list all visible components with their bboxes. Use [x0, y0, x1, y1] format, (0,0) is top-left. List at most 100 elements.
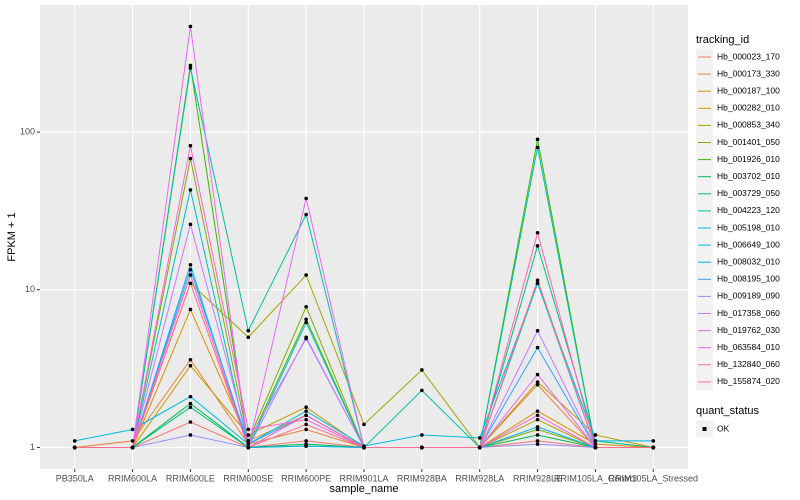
legend-point [702, 427, 707, 431]
legend-text: Hb_000282_010 [717, 103, 780, 113]
legend-text: Hb_000853_340 [717, 120, 780, 130]
x-tick-label: RRIM105LA_Stressed [609, 473, 699, 483]
data-point [188, 394, 193, 399]
data-point [188, 188, 193, 192]
data-point [304, 409, 308, 413]
data-point [188, 263, 193, 267]
data-point [188, 267, 193, 272]
data-point [477, 445, 482, 450]
data-point [188, 363, 193, 368]
legend-text: Hb_006649_100 [717, 239, 780, 249]
data-point [246, 335, 251, 340]
data-point [246, 442, 251, 446]
legend-text: Hb_063584_010 [717, 342, 780, 352]
x-tick-label: PB350LA [56, 473, 94, 483]
data-point [535, 244, 540, 248]
data-point [593, 445, 598, 450]
data-point [420, 433, 424, 437]
data-point [304, 422, 308, 427]
data-point [188, 433, 193, 437]
data-point [535, 425, 540, 429]
data-point [304, 427, 308, 432]
data-point [651, 439, 656, 443]
data-point [535, 442, 540, 446]
legend-text: Hb_132840_060 [717, 359, 780, 369]
legend-text: Hb_003702_010 [717, 171, 780, 181]
legend-text: OK [717, 423, 730, 433]
data-point [420, 368, 424, 372]
legend-text: Hb_000023_170 [717, 51, 780, 61]
data-point [304, 336, 308, 341]
data-point [246, 433, 251, 437]
legend-text: Hb_004223_120 [717, 205, 780, 215]
data-point [477, 436, 482, 440]
data-point [593, 433, 598, 437]
data-point [72, 439, 77, 443]
data-point [535, 278, 540, 283]
data-point [535, 413, 540, 418]
legend-text: Hb_009189_090 [717, 291, 780, 301]
data-point [188, 222, 193, 227]
data-point [130, 445, 135, 450]
data-point [535, 382, 540, 387]
data-point [188, 24, 193, 29]
data-point [188, 156, 193, 161]
data-point [593, 439, 598, 443]
data-point [535, 372, 540, 377]
data-point [304, 413, 308, 418]
data-point [535, 230, 540, 235]
data-point [304, 439, 308, 443]
legend-text: Hb_000173_330 [717, 68, 780, 78]
data-point [304, 196, 308, 201]
data-point [593, 442, 598, 446]
legend-text: Hb_008195_100 [717, 274, 780, 284]
data-point [304, 444, 308, 448]
data-point [535, 281, 540, 286]
y-tick-label: 10 [25, 284, 35, 294]
x-tick-label: RRIM600SE [223, 473, 273, 483]
data-point [535, 145, 540, 150]
y-tick-label: 100 [20, 126, 35, 136]
data-point [362, 422, 366, 427]
data-point [188, 357, 193, 362]
data-point [188, 273, 193, 277]
legend-text: Hb_155874_020 [717, 376, 780, 386]
data-point [188, 63, 193, 68]
data-point [304, 405, 308, 410]
data-point [130, 427, 135, 432]
data-point [304, 317, 308, 322]
data-point [651, 445, 656, 450]
legend-text: Hb_017358_060 [717, 308, 780, 318]
data-point [420, 388, 424, 393]
data-point [304, 417, 308, 422]
y-axis-title: FPKM + 1 [6, 212, 18, 261]
x-tick-label: RRIM928LA [455, 473, 504, 483]
data-point [362, 445, 366, 450]
data-point [188, 66, 193, 70]
legend-text: Hb_001401_050 [717, 137, 780, 147]
data-point [535, 439, 540, 443]
data-point [246, 328, 251, 333]
data-point [535, 433, 540, 437]
data-point [246, 445, 251, 450]
legend-title: tracking_id [696, 34, 749, 46]
x-tick-label: RRIM928LE [513, 473, 562, 483]
x-tick-label: RRIM105LA_Control [554, 473, 637, 483]
x-tick-label: RRIM600LE [166, 473, 215, 483]
data-point [304, 304, 308, 309]
data-point [304, 320, 308, 325]
point-legend-title: quant_status [696, 405, 759, 417]
legend-text: Hb_000187_100 [717, 85, 780, 95]
legend-text: Hb_001926_010 [717, 154, 780, 164]
x-tick-label: RRIM600PE [281, 473, 331, 483]
data-point [420, 445, 424, 450]
data-point [535, 137, 540, 142]
data-point [188, 307, 193, 312]
legend-text: Hb_019762_030 [717, 325, 780, 335]
legend-text: Hb_005198_010 [717, 222, 780, 232]
data-point [188, 143, 193, 148]
data-point [246, 427, 251, 432]
data-point [188, 281, 193, 286]
data-point [304, 212, 308, 217]
